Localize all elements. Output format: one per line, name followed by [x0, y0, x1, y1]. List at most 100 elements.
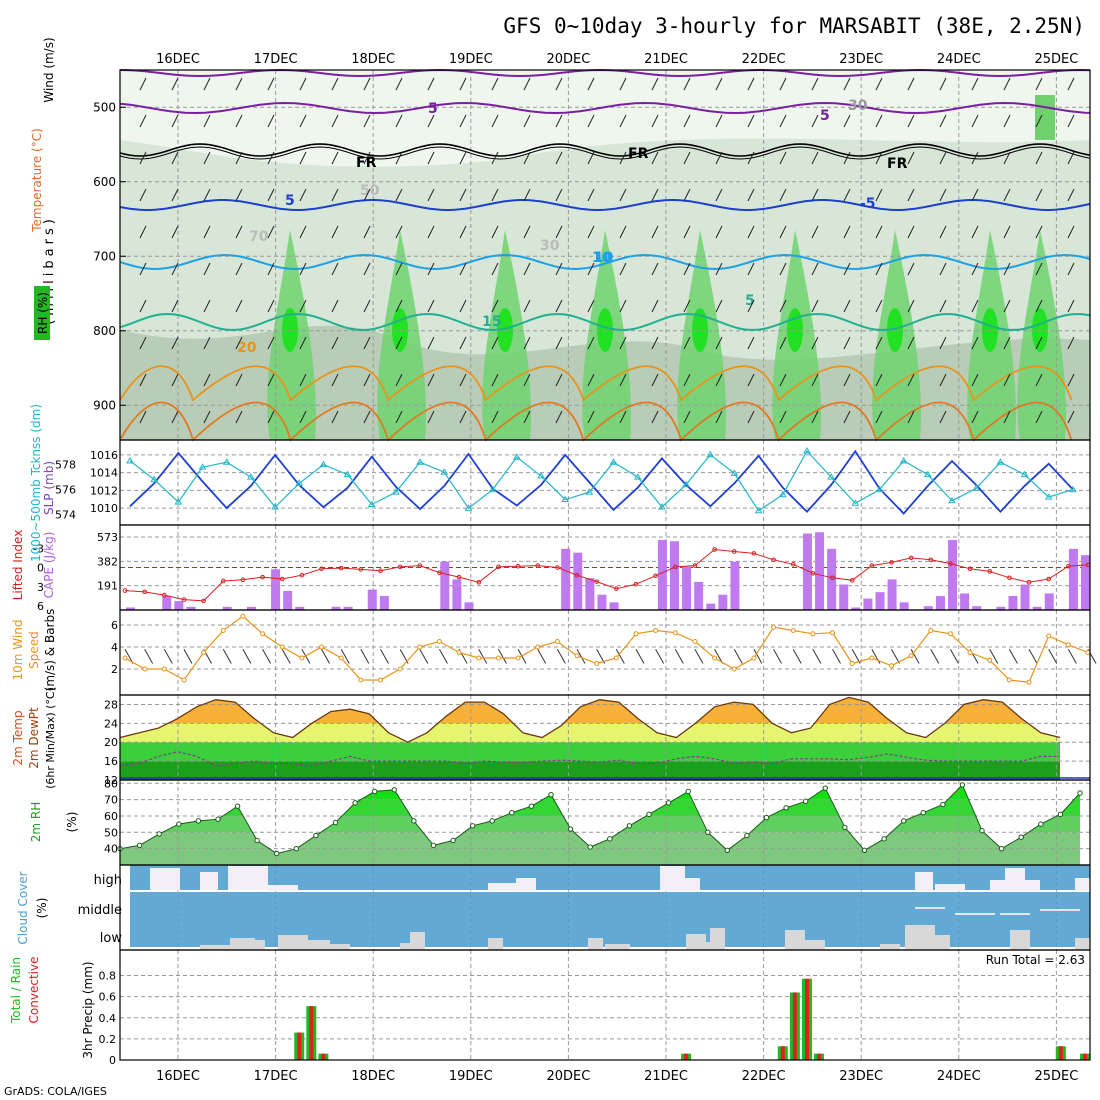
wind-barb [395, 225, 403, 239]
wind-barb [891, 648, 900, 664]
wind-barb [587, 114, 595, 128]
wind-barb [683, 114, 691, 128]
wind-barb [427, 373, 435, 387]
high-cloud-bar [268, 885, 298, 891]
rh2m-point [274, 850, 280, 857]
rh2m-point [313, 832, 319, 839]
contour-label: FR [628, 146, 649, 162]
wind-speed-point [397, 666, 403, 672]
lifted-index-point [378, 568, 383, 574]
wind-barb [363, 77, 371, 91]
thickness-point [392, 488, 400, 495]
wind-barb [267, 373, 275, 387]
contour-label: 10 [592, 250, 612, 266]
high-cloud-bar [228, 866, 268, 890]
rh2m-unit: (%) [65, 812, 79, 833]
wind-barb [459, 114, 467, 128]
temp-tick-label: 20 [104, 736, 118, 749]
wind-barb [683, 336, 691, 350]
wind-speed-point [1006, 677, 1012, 683]
top-date-label: 23DEC [839, 52, 883, 67]
wind-barb [427, 336, 435, 350]
wind-barb [281, 648, 291, 664]
wind-speed-point [260, 631, 266, 637]
wind-barb [262, 648, 272, 664]
lifted-index-point [162, 592, 167, 598]
high-cloud-bar [1005, 868, 1025, 891]
wind-barb [267, 188, 275, 202]
cape-bar [561, 548, 571, 610]
wind-barb [459, 77, 467, 91]
precip-label-a: Total / Rain [9, 957, 23, 1024]
wind-barb [619, 151, 627, 165]
wind-barb [619, 77, 627, 91]
high-cloud-bar [1025, 880, 1040, 891]
wind-barb [299, 151, 307, 165]
wind-barb [1067, 114, 1075, 128]
wind-barb [299, 114, 307, 128]
wind-barb [203, 151, 211, 165]
wind-speed-point [594, 661, 600, 666]
wind-barb [683, 299, 691, 313]
wind-speed-point [967, 650, 973, 655]
cloud-row-label: middle [78, 903, 122, 918]
high-cloud-bar [935, 884, 965, 891]
wind-barb [939, 114, 947, 128]
wind-speed-point [515, 655, 521, 661]
wind-barb [427, 225, 435, 239]
wind-barb [1035, 77, 1043, 91]
lifted-index-point [201, 598, 206, 604]
contour-label: 30 [540, 238, 560, 254]
wind-barb [331, 373, 339, 387]
wind-barb [299, 225, 307, 239]
top-date-label: 18DEC [351, 52, 395, 67]
wind-barb [747, 336, 755, 350]
wind-barb [491, 188, 499, 202]
wind-barb [971, 336, 979, 350]
rh-core [692, 308, 708, 352]
wind-barb [380, 648, 389, 664]
wind-barb [619, 114, 627, 128]
precip-convective-bar [321, 1053, 326, 1060]
wind-speed-point [1046, 633, 1052, 639]
lifted-index-point [731, 549, 737, 554]
rh2m-point [842, 824, 848, 831]
wind-barb [907, 225, 915, 239]
wind-speed-point [495, 655, 501, 661]
low-cloud-bar [330, 944, 350, 950]
lifted-index-point [456, 574, 462, 580]
wind-barb [747, 114, 755, 128]
lifted-index-point [417, 563, 423, 568]
cape-bar [295, 606, 305, 610]
wind-barb [163, 648, 173, 664]
cape-bar [669, 541, 679, 610]
wind-barb [811, 373, 819, 387]
rh2m-point [1018, 834, 1024, 840]
wind-barb [651, 151, 659, 165]
wind-barb [587, 188, 595, 202]
lifted-index-point [908, 555, 914, 561]
li-tick-label: -3 [33, 542, 44, 555]
wind-speed-point [535, 644, 541, 650]
wind-barb [843, 336, 851, 350]
upper-ytick-label: 700 [93, 249, 116, 263]
cape-bar [367, 589, 377, 610]
rh-core [497, 308, 513, 352]
wind-barb [875, 410, 883, 424]
rh2m-point [920, 809, 926, 816]
temp-tick-label: 16 [104, 755, 118, 768]
wind-barb [395, 410, 403, 424]
wind-barb [939, 336, 947, 350]
cape-bar [283, 590, 293, 610]
wind-barb [459, 262, 467, 276]
wind-barb [427, 262, 435, 276]
wind-speed-point [849, 661, 855, 666]
rh-tick-label: 80 [104, 777, 118, 790]
wind-barb [971, 77, 979, 91]
wind-barb [971, 188, 979, 202]
wind-barb [619, 410, 627, 424]
top-date-label: 16DEC [156, 52, 200, 67]
rh2m-point [567, 826, 574, 832]
wind-barb [715, 410, 723, 424]
cape-bar [452, 579, 462, 610]
